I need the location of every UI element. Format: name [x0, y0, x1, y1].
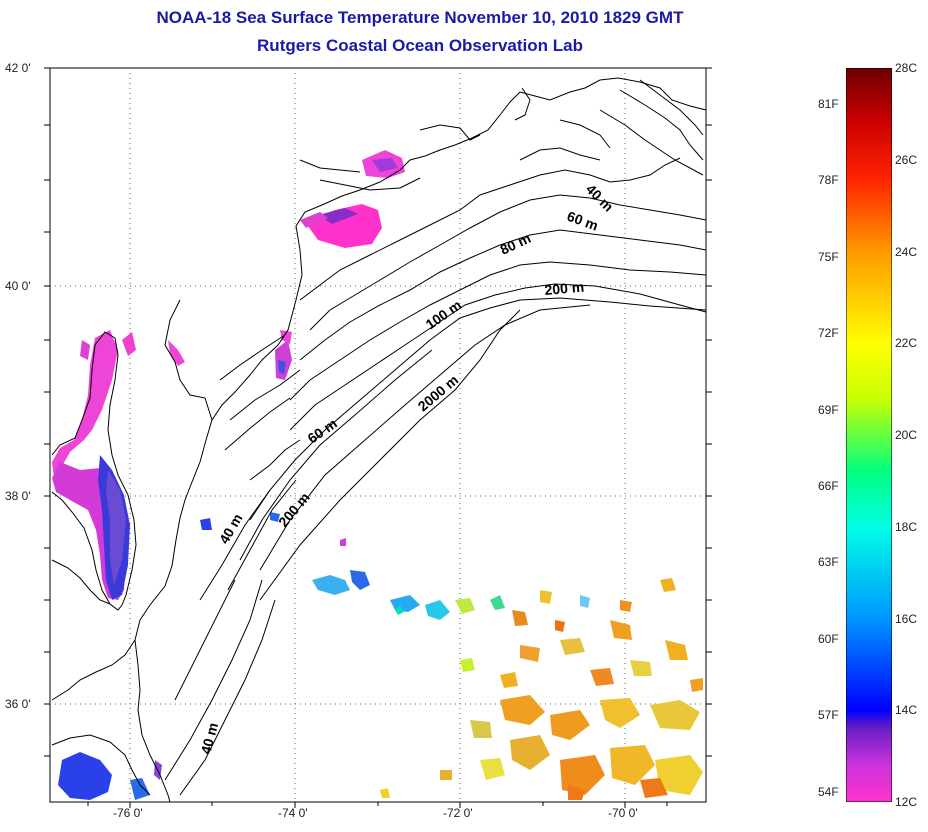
- colorbar-c-label: 22C: [895, 336, 918, 351]
- map-ticks: [44, 67, 712, 808]
- colorbar-f-label: 66F: [818, 478, 839, 493]
- depth-labels: 40 m 60 m 80 m 200 m 100 m 2000 m 60 m 4…: [197, 181, 616, 756]
- depth-label-40-mid: 40 m: [216, 511, 246, 547]
- colorbar-f-label: 57F: [818, 708, 839, 723]
- lon-label-74: -74 0': [278, 806, 308, 820]
- map-grid: [50, 68, 706, 802]
- coastline: [51, 77, 707, 803]
- depth-label-40-s: 40 m: [197, 721, 221, 756]
- lat-label-40: 40 0': [5, 279, 31, 293]
- colorbar-c-label: 12C: [895, 795, 918, 809]
- lon-label-76: -76 0': [113, 806, 143, 820]
- bathymetry-contours: [164, 79, 707, 796]
- colorbar-c-label: 20C: [895, 428, 918, 442]
- colorbar-f-label: 81F: [818, 96, 839, 111]
- colorbar-f-label: 72F: [818, 326, 839, 341]
- colorbar-c-label: 16C: [895, 611, 918, 626]
- lat-label-36: 36 0': [5, 697, 31, 711]
- depth-label-80: 80 m: [498, 230, 534, 258]
- sst-patches: [52, 150, 703, 800]
- colorbar-c-label: 14C: [895, 703, 918, 718]
- depth-label-2000: 2000 m: [415, 372, 462, 415]
- colorbar-f-label: 54F: [818, 784, 839, 799]
- colorbar-c-label: 26C: [895, 152, 918, 167]
- colorbar-f-label: 75F: [818, 249, 839, 264]
- colorbar-f-label: 78F: [818, 173, 839, 188]
- depth-label-200-ne: 200 m: [544, 279, 585, 298]
- depth-label-60-mid: 60 m: [305, 415, 340, 446]
- colorbar-c-label: 24C: [895, 244, 918, 259]
- colorbar-gradient: [846, 68, 892, 802]
- colorbar-c-label: 28C: [895, 61, 918, 75]
- depth-label-60-ne: 60 m: [565, 208, 600, 234]
- colorbar-f-label: 69F: [818, 402, 839, 417]
- map-title: NOAA-18 Sea Surface Temperature November…: [156, 8, 684, 27]
- map-subtitle: Rutgers Coastal Ocean Observation Lab: [257, 36, 583, 55]
- lat-label-38: 38 0': [5, 489, 31, 503]
- colorbar-f-label: 60F: [818, 631, 839, 646]
- lon-label-70: -70 0': [608, 806, 638, 820]
- depth-label-200-mid: 200 m: [275, 489, 313, 530]
- colorbar-f-label: 63F: [818, 555, 839, 570]
- lat-label-42: 42 0': [5, 61, 31, 75]
- depth-label-100: 100 m: [423, 297, 465, 333]
- colorbar: [846, 68, 892, 802]
- colorbar-c-label: 18C: [895, 519, 918, 534]
- lon-label-72: -72 0': [443, 806, 473, 820]
- map-frame: [49, 67, 707, 803]
